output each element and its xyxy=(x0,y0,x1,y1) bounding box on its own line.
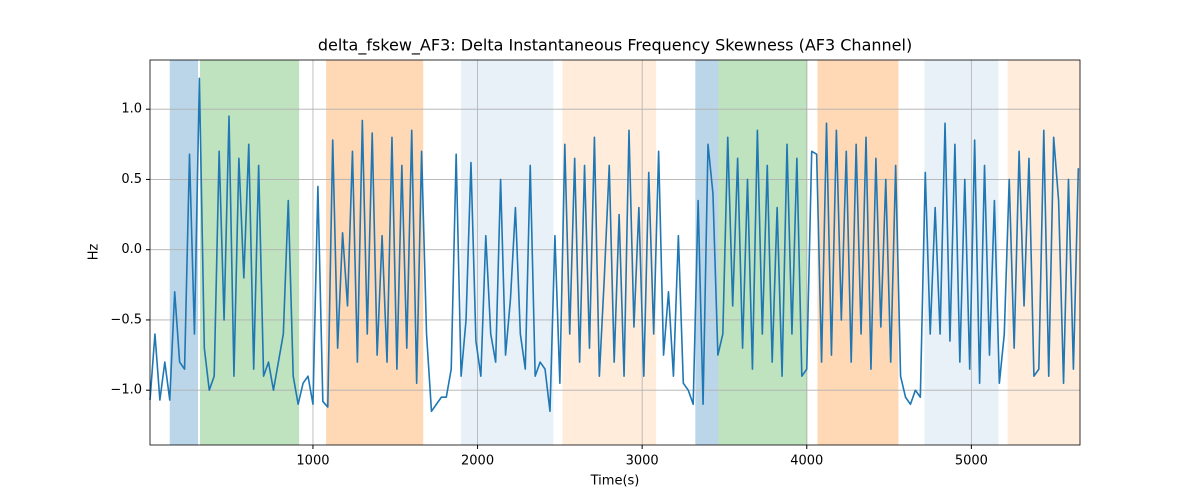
shaded-span xyxy=(169,60,199,445)
x-tick-label: 5000 xyxy=(955,454,988,469)
axes-frame xyxy=(149,59,1081,446)
x-tick-label: 1000 xyxy=(296,454,329,469)
y-tick-label: −1.0 xyxy=(110,383,142,398)
x-tick-label: 3000 xyxy=(626,454,659,469)
y-tick-label: 1.0 xyxy=(121,102,142,117)
x-tick-label: 4000 xyxy=(790,454,823,469)
x-tick-label: 2000 xyxy=(461,454,494,469)
y-tick-label: 0.5 xyxy=(121,172,142,187)
shaded-span xyxy=(817,60,899,445)
x-axis-label: Time(s) xyxy=(590,474,640,489)
y-tick-label: −0.5 xyxy=(110,312,142,327)
shaded-span xyxy=(200,60,300,445)
shaded-span xyxy=(1007,60,1080,445)
data-line xyxy=(149,77,1080,413)
shaded-span xyxy=(718,60,808,445)
y-tick-label: 0.0 xyxy=(121,242,142,257)
shaded-span xyxy=(461,60,554,445)
chart-title: delta_fskew_AF3: Delta Instantaneous Fre… xyxy=(318,36,912,56)
y-axis-label: Hz xyxy=(87,244,102,261)
